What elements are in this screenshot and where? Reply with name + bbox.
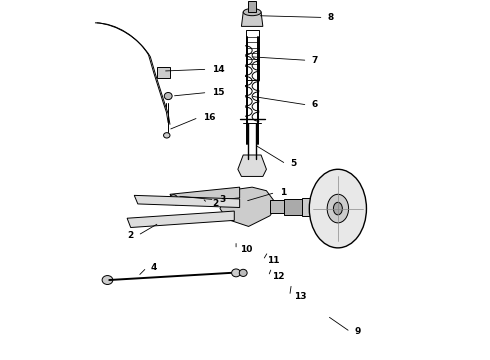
Text: 16: 16 xyxy=(203,113,215,122)
Ellipse shape xyxy=(164,93,172,100)
Text: 1: 1 xyxy=(280,188,286,197)
Polygon shape xyxy=(134,195,240,207)
Text: 8: 8 xyxy=(328,13,334,22)
Text: 14: 14 xyxy=(212,65,224,74)
Text: 2: 2 xyxy=(127,231,134,240)
Polygon shape xyxy=(302,198,313,216)
Polygon shape xyxy=(170,187,240,205)
Ellipse shape xyxy=(243,9,261,16)
Polygon shape xyxy=(127,211,234,228)
Polygon shape xyxy=(284,199,302,215)
Text: 5: 5 xyxy=(291,159,296,168)
Ellipse shape xyxy=(232,269,241,277)
Text: 9: 9 xyxy=(355,327,361,336)
Ellipse shape xyxy=(102,275,113,284)
Ellipse shape xyxy=(169,195,178,204)
Text: 12: 12 xyxy=(272,272,285,281)
Text: 13: 13 xyxy=(294,292,306,301)
Polygon shape xyxy=(270,201,284,213)
Ellipse shape xyxy=(327,194,348,223)
Text: 3: 3 xyxy=(219,195,225,204)
Polygon shape xyxy=(242,12,263,26)
Text: 10: 10 xyxy=(241,245,253,254)
Text: 6: 6 xyxy=(312,100,318,109)
Ellipse shape xyxy=(164,133,170,138)
Polygon shape xyxy=(220,187,277,226)
Text: 15: 15 xyxy=(212,88,224,97)
Text: 11: 11 xyxy=(267,256,280,265)
Text: 7: 7 xyxy=(312,56,318,65)
Polygon shape xyxy=(157,67,170,78)
Text: 4: 4 xyxy=(151,263,157,272)
Polygon shape xyxy=(238,155,267,176)
Ellipse shape xyxy=(239,269,247,276)
Polygon shape xyxy=(248,1,256,12)
Ellipse shape xyxy=(309,169,367,248)
Ellipse shape xyxy=(333,202,343,215)
Text: 2: 2 xyxy=(212,199,218,208)
